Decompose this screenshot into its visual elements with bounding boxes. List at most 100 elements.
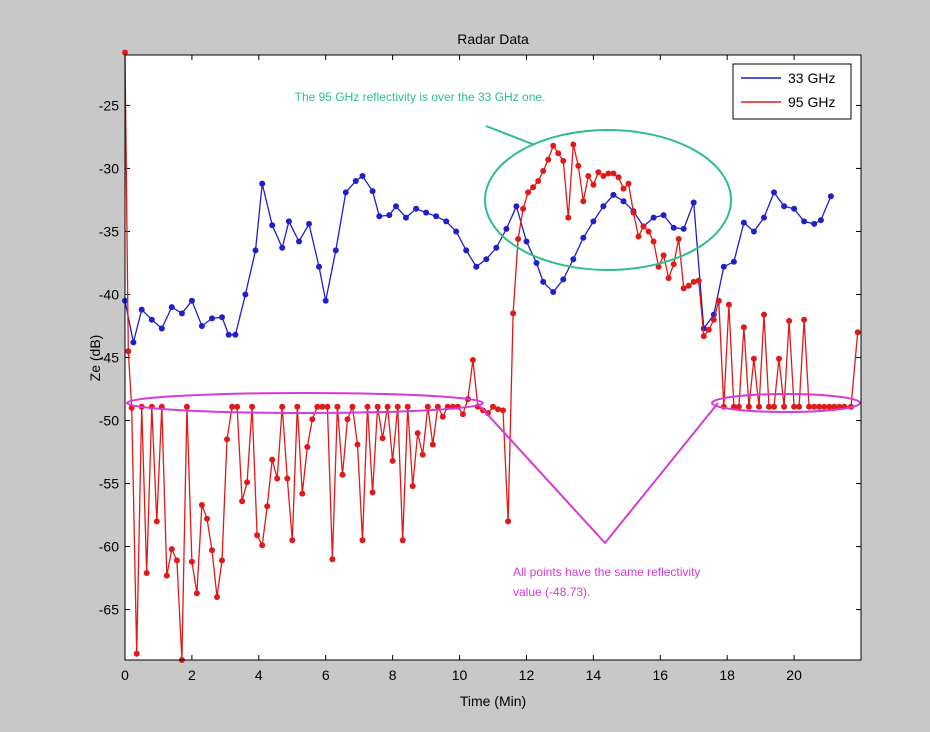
data-point-95ghz (384, 403, 391, 410)
data-point-95ghz (715, 297, 722, 304)
data-point-95ghz (854, 329, 861, 336)
data-point-33ghz (148, 316, 155, 323)
data-point-95ghz (153, 518, 160, 525)
y-tick-label: -50 (99, 413, 119, 429)
data-point-95ghz (234, 403, 241, 410)
y-tick-label: -60 (99, 539, 119, 555)
data-point-95ghz (188, 558, 195, 565)
data-point-33ghz (332, 247, 339, 254)
data-point-33ghz (413, 205, 420, 212)
data-point-95ghz (239, 498, 246, 505)
data-point-95ghz (229, 403, 236, 410)
data-point-33ghz (232, 331, 239, 338)
data-point-95ghz (520, 205, 527, 212)
chart-title: Radar Data (457, 31, 529, 47)
data-point-33ghz (761, 214, 767, 221)
data-point-33ghz (209, 315, 215, 322)
data-point-95ghz (540, 168, 547, 174)
data-point-33ghz (393, 203, 399, 210)
data-point-95ghz (771, 403, 777, 410)
annotation-ellipse-right (711, 393, 861, 413)
data-point-33ghz (680, 225, 687, 232)
data-point-95ghz (505, 518, 512, 525)
annotation-pointer-green (485, 125, 536, 146)
data-point-33ghz (801, 218, 808, 225)
data-point-33ghz (279, 244, 286, 251)
data-point-95ghz (515, 236, 522, 242)
data-point-95ghz (791, 403, 798, 410)
data-point-95ghz (615, 174, 622, 181)
data-point-95ghz (605, 170, 612, 177)
data-point-95ghz (379, 435, 386, 442)
data-point-33ghz (322, 297, 329, 304)
data-point-95ghz (324, 403, 331, 410)
data-point-33ghz (560, 276, 567, 283)
data-point-95ghz (269, 456, 276, 463)
legend: 33 GHz 95 GHz (732, 63, 852, 120)
data-point-95ghz (168, 546, 175, 553)
annotation-layer: The 95 GHz reflectivity is over the 33 G… (126, 90, 861, 599)
data-point-95ghz (183, 403, 190, 410)
data-point-95ghz (735, 403, 742, 410)
data-point-95ghz (570, 141, 577, 148)
data-point-95ghz (816, 403, 823, 410)
data-point-33ghz (771, 189, 777, 196)
data-point-95ghz (590, 181, 597, 188)
data-point-33ghz (781, 203, 788, 210)
data-point-95ghz (525, 189, 532, 196)
data-point-95ghz (209, 547, 215, 554)
series-95ghz (122, 49, 861, 663)
x-tick-label: 18 (719, 667, 735, 683)
data-point-95ghz (645, 228, 652, 235)
data-point-95ghz (254, 532, 261, 539)
data-point-95ghz (459, 411, 466, 418)
x-tick-label: 2 (188, 667, 196, 683)
data-point-95ghz (364, 403, 371, 410)
data-point-95ghz (750, 355, 757, 362)
annotation-text-green: The 95 GHz reflectivity is over the 33 G… (295, 90, 546, 104)
data-point-95ghz (826, 403, 833, 410)
data-point-33ghz (316, 263, 322, 270)
data-point-95ghz (214, 594, 220, 600)
x-tick-label: 4 (255, 667, 263, 683)
data-point-95ghz (821, 403, 828, 410)
data-point-95ghz (319, 403, 326, 410)
x-tick-label: 16 (652, 667, 668, 683)
data-point-95ghz (665, 275, 672, 282)
annotation-text-magenta-1: All points have the same reflectivity (513, 565, 700, 579)
data-point-95ghz (424, 403, 431, 410)
y-tick-label: -40 (99, 286, 119, 302)
data-point-33ghz (473, 263, 480, 270)
data-point-95ghz (555, 150, 562, 157)
data-point-95ghz (125, 348, 132, 355)
y-tick-label: -55 (99, 476, 119, 492)
data-point-33ghz (130, 339, 137, 346)
data-point-95ghz (660, 252, 667, 259)
data-point-33ghz (483, 256, 490, 263)
data-point-95ghz (786, 317, 793, 324)
data-point-95ghz (414, 430, 421, 437)
data-point-33ghz (570, 256, 577, 263)
data-point-95ghz (725, 301, 732, 308)
data-point-95ghz (650, 238, 657, 245)
data-point-95ghz (545, 156, 552, 163)
data-point-95ghz (640, 223, 647, 230)
data-point-95ghz (595, 169, 602, 176)
data-point-95ghz (193, 590, 200, 597)
data-point-95ghz (705, 326, 712, 333)
x-tick-label: 6 (322, 667, 330, 683)
annotation-pointer-magenta (476, 402, 719, 545)
data-point-95ghz (675, 236, 682, 242)
data-point-95ghz (685, 282, 692, 289)
data-point-95ghz (740, 324, 747, 331)
data-point-33ghz (376, 213, 383, 220)
data-point-95ghz (173, 557, 180, 564)
data-point-95ghz (831, 403, 838, 410)
data-point-95ghz (690, 278, 697, 285)
data-point-33ghz (660, 212, 667, 219)
x-tick-label: 20 (786, 667, 802, 683)
data-point-95ghz (374, 403, 381, 410)
data-point-95ghz (625, 180, 632, 187)
data-point-95ghz (314, 403, 321, 410)
